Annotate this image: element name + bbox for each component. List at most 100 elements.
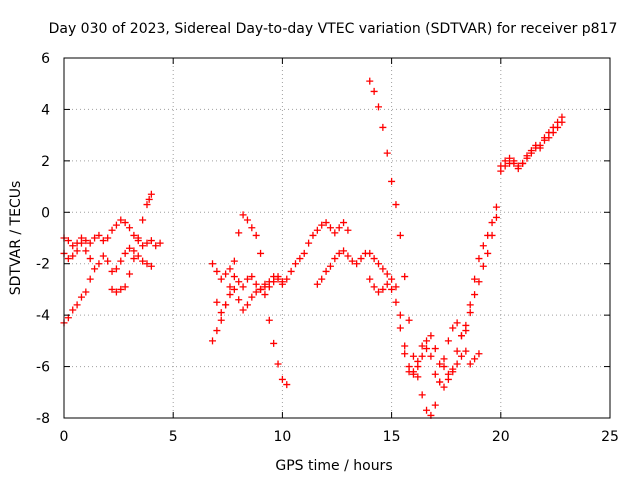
- data-point: [252, 231, 260, 239]
- series-2: [60, 118, 566, 391]
- data-point: [108, 267, 116, 275]
- data-point: [471, 291, 479, 299]
- data-point: [217, 309, 225, 317]
- data-point: [540, 136, 548, 144]
- grid-lines: [64, 58, 610, 418]
- x-tick-label: 10: [273, 429, 291, 445]
- data-point: [453, 360, 461, 368]
- data-point: [235, 278, 243, 286]
- data-point: [510, 159, 518, 167]
- data-point: [379, 285, 387, 293]
- data-point: [108, 226, 116, 234]
- data-point: [436, 360, 444, 368]
- data-point: [462, 347, 470, 355]
- data-point: [335, 249, 343, 257]
- data-point: [73, 247, 81, 255]
- data-point: [440, 355, 448, 363]
- axis-ticks: 0 5 10 15 20 25 -8 -6 -4 -2 0 2 4 6: [36, 51, 619, 445]
- data-point: [313, 226, 321, 234]
- data-point: [147, 237, 155, 245]
- data-point: [444, 375, 452, 383]
- chart-title: Day 030 of 2023, Sidereal Day-to-day VTE…: [49, 21, 618, 37]
- data-point: [130, 247, 138, 255]
- data-point: [69, 252, 77, 260]
- data-point: [405, 316, 413, 324]
- y-tick-label: -6: [36, 360, 50, 376]
- data-point: [265, 278, 273, 286]
- data-point: [370, 255, 378, 263]
- data-point: [471, 275, 479, 283]
- data-point: [213, 298, 221, 306]
- data-point: [357, 255, 365, 263]
- data-point: [82, 288, 90, 296]
- data-point: [348, 257, 356, 265]
- data-point: [497, 162, 505, 170]
- data-point: [95, 231, 103, 239]
- data-point: [86, 275, 94, 283]
- data-point: [126, 244, 134, 252]
- data-point: [261, 291, 269, 299]
- data-point: [104, 257, 112, 265]
- data-point: [423, 337, 431, 345]
- data-point: [370, 87, 378, 95]
- data-point: [77, 293, 85, 301]
- data-point: [475, 350, 483, 358]
- data-point: [462, 327, 470, 335]
- data-point: [230, 285, 238, 293]
- data-point: [366, 275, 374, 283]
- data-point: [274, 360, 282, 368]
- data-point: [353, 260, 361, 268]
- data-point: [479, 262, 487, 270]
- data-point: [283, 275, 291, 283]
- series-1: [60, 113, 566, 378]
- data-point: [423, 345, 431, 353]
- data-point: [152, 242, 160, 250]
- data-point: [475, 278, 483, 286]
- data-point: [139, 257, 147, 265]
- data-point: [86, 239, 94, 247]
- data-point: [239, 211, 247, 219]
- data-point: [91, 234, 99, 242]
- data-point: [414, 373, 422, 381]
- data-point: [322, 219, 330, 227]
- x-tick-label: 5: [169, 429, 178, 445]
- data-point: [318, 275, 326, 283]
- data-point: [239, 306, 247, 314]
- data-point: [95, 260, 103, 268]
- data-point: [265, 316, 273, 324]
- data-point: [77, 239, 85, 247]
- data-point: [121, 219, 129, 227]
- data-point: [401, 350, 409, 358]
- y-tick-label: 4: [41, 102, 50, 118]
- data-point: [340, 219, 348, 227]
- data-point: [130, 255, 138, 263]
- data-point: [99, 237, 107, 245]
- data-point: [396, 231, 404, 239]
- data-point: [86, 255, 94, 263]
- data-point: [344, 226, 352, 234]
- data-point: [235, 296, 243, 304]
- data-point: [248, 224, 256, 232]
- x-axis-label: GPS time / hours: [275, 458, 392, 474]
- data-point: [217, 275, 225, 283]
- data-point: [322, 267, 330, 275]
- data-point: [492, 213, 500, 221]
- data-point: [449, 324, 457, 332]
- data-point: [274, 275, 282, 283]
- data-point: [379, 265, 387, 273]
- data-point: [226, 265, 234, 273]
- data-point: [143, 201, 151, 209]
- data-point: [226, 283, 234, 291]
- data-point: [64, 237, 72, 245]
- data-point: [331, 229, 339, 237]
- data-point: [335, 224, 343, 232]
- y-axis-label: SDTVAR / TECUs: [8, 181, 24, 296]
- data-point: [545, 134, 553, 142]
- x-tick-label: 0: [60, 429, 69, 445]
- data-point: [453, 319, 461, 327]
- data-point: [117, 257, 125, 265]
- data-point: [344, 252, 352, 260]
- data-point: [326, 262, 334, 270]
- data-point: [69, 306, 77, 314]
- data-point: [501, 157, 509, 165]
